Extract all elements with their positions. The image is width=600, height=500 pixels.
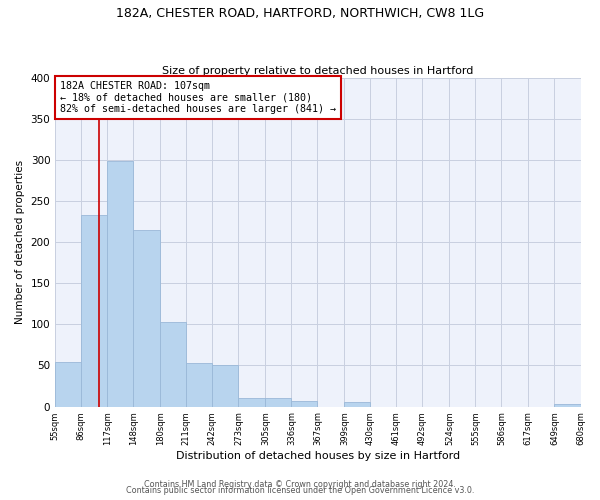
Y-axis label: Number of detached properties: Number of detached properties (15, 160, 25, 324)
Bar (238, 398, 265, 406)
Bar (292, 401, 317, 406)
Bar (160, 322, 186, 406)
Bar (81, 215, 107, 406)
Bar (186, 363, 212, 406)
Text: 182A, CHESTER ROAD, HARTFORD, NORTHWICH, CW8 1LG: 182A, CHESTER ROAD, HARTFORD, NORTHWICH,… (116, 8, 484, 20)
Text: Contains HM Land Registry data © Crown copyright and database right 2024.: Contains HM Land Registry data © Crown c… (144, 480, 456, 489)
Bar (107, 160, 133, 406)
Bar (212, 366, 238, 406)
Bar (265, 398, 292, 406)
X-axis label: Distribution of detached houses by size in Hartford: Distribution of detached houses by size … (176, 451, 460, 461)
Bar (55, 362, 81, 406)
Text: 182A CHESTER ROAD: 107sqm
← 18% of detached houses are smaller (180)
82% of semi: 182A CHESTER ROAD: 107sqm ← 18% of detac… (61, 81, 337, 114)
Bar (133, 230, 160, 406)
Text: Contains public sector information licensed under the Open Government Licence v3: Contains public sector information licen… (126, 486, 474, 495)
Title: Size of property relative to detached houses in Hartford: Size of property relative to detached ho… (162, 66, 473, 76)
Bar (554, 404, 581, 406)
Bar (344, 402, 370, 406)
